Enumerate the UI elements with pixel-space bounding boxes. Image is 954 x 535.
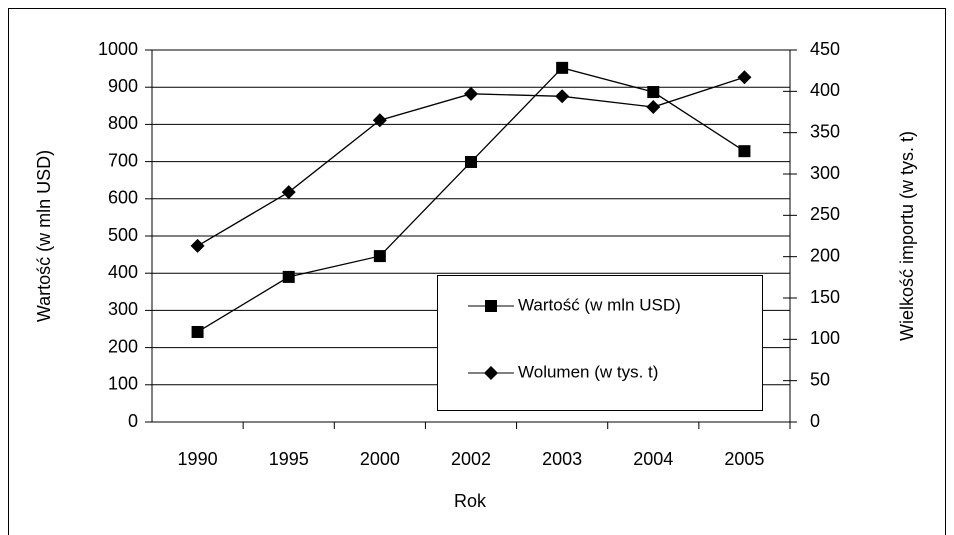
chart-border [8, 8, 946, 535]
y-tick-label: 700 [108, 150, 138, 170]
legend-box [437, 275, 763, 411]
legend-label: Wolumen (w tys. t) [518, 362, 658, 381]
y2-tick-label: 300 [810, 163, 840, 183]
y-tick-label: 900 [108, 76, 138, 96]
y2-tick-label: 400 [810, 80, 840, 100]
y2-tick-label: 0 [810, 411, 820, 431]
marker [464, 86, 478, 101]
y-axis-title: Wartość (w mln USD) [34, 150, 54, 322]
marker [555, 89, 570, 104]
x-tick-label: 2002 [451, 449, 491, 469]
y-tick-label: 1000 [98, 39, 138, 59]
y2-tick-label: 250 [810, 204, 840, 224]
marker [485, 300, 497, 312]
marker [647, 86, 660, 99]
legend-label: Wartość (w mln USD) [518, 295, 681, 314]
y2-tick-label: 150 [810, 287, 840, 307]
y-tick-label: 800 [108, 113, 138, 133]
marker [282, 270, 295, 283]
y-tick-label: 0 [128, 411, 138, 431]
marker [484, 366, 498, 380]
y-tick-label: 500 [108, 225, 138, 245]
x-tick-label: 2004 [633, 449, 673, 469]
y2-tick-label: 450 [810, 39, 840, 59]
x-tick-label: 2003 [542, 449, 582, 469]
x-axis-title: Rok [454, 491, 487, 511]
marker [281, 185, 296, 200]
x-tick-label: 2005 [724, 449, 764, 469]
y2-tick-label: 50 [810, 369, 830, 389]
x-tick-label: 1990 [178, 449, 218, 469]
y-tick-label: 200 [108, 336, 138, 356]
marker [646, 100, 661, 115]
marker [556, 61, 569, 74]
marker [191, 325, 204, 338]
y-tick-label: 300 [108, 299, 138, 319]
y2-axis-title: Wielkość importu (w tys. t) [897, 131, 917, 341]
marker [190, 238, 205, 253]
y-tick-label: 100 [108, 374, 138, 394]
y-tick-label: 400 [108, 262, 138, 282]
y2-tick-label: 350 [810, 121, 840, 141]
marker [737, 70, 752, 85]
x-tick-label: 1995 [269, 449, 309, 469]
marker [465, 155, 477, 168]
marker [373, 250, 386, 263]
marker [372, 113, 387, 128]
x-tick-label: 2000 [360, 449, 400, 469]
y2-tick-label: 200 [810, 245, 840, 265]
marker [738, 145, 751, 158]
y-tick-label: 600 [108, 188, 138, 208]
y2-tick-label: 100 [810, 328, 840, 348]
